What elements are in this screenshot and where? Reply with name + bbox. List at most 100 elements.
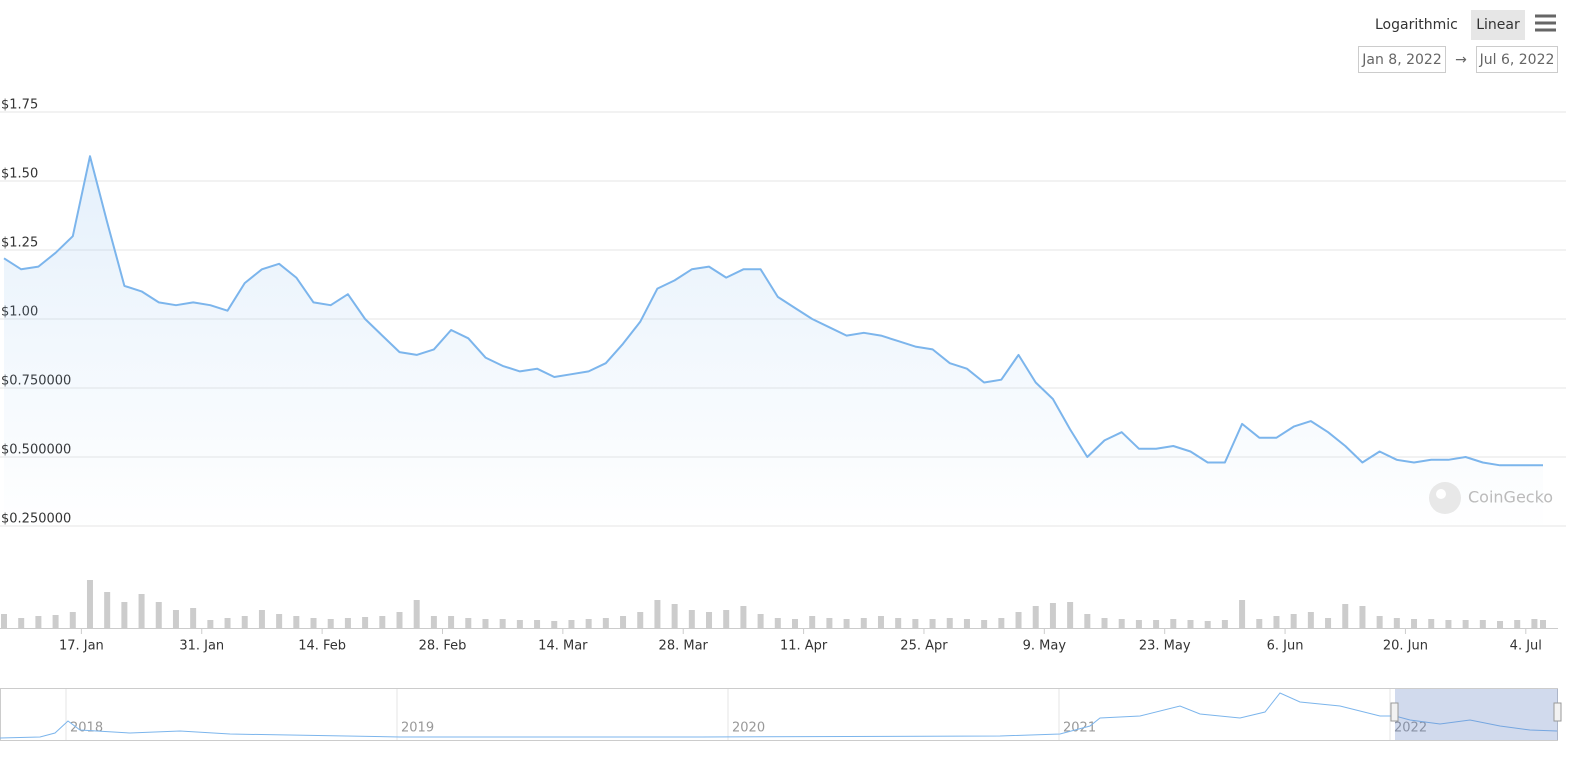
navigator-label: 2021: [1063, 721, 1096, 736]
volume-bar: [1479, 620, 1486, 628]
volume-bar: [362, 617, 369, 628]
volume-bar: [1540, 620, 1546, 628]
volume-bar: [35, 616, 42, 628]
volume-bar: [155, 602, 162, 628]
x-tick-label: 14. Mar: [538, 639, 588, 654]
volume-bar: [912, 619, 919, 628]
volume-bar: [413, 600, 420, 628]
x-tick-label: 20. Jun: [1383, 639, 1428, 654]
watermark-logo: [1429, 482, 1461, 514]
volume-bar: [1514, 620, 1521, 628]
navigator: 2018 2019 2020 2021 2022: [0, 688, 1562, 741]
volume-bar: [1342, 604, 1349, 628]
volume-bar: [585, 619, 592, 628]
linear-button[interactable]: Linear: [1476, 17, 1520, 33]
area: [4, 156, 1543, 530]
range-arrow: →: [1455, 52, 1467, 68]
log-button[interactable]: Logarithmic: [1375, 17, 1458, 33]
navigator-line: [0, 692, 1558, 739]
volume-bar: [602, 618, 609, 628]
navigator-handle[interactable]: [1390, 702, 1399, 722]
volume-bar: [18, 618, 25, 628]
volume-bar: [1153, 620, 1160, 628]
y-tick-label: $1.50: [1, 167, 38, 182]
volume-bar: [1101, 618, 1108, 628]
navigator-label: 2018: [70, 721, 103, 736]
volume-bar: [310, 618, 317, 628]
volume-bar: [1135, 620, 1142, 628]
watermark: CoinGecko: [1468, 488, 1553, 507]
volume-bar: [706, 612, 713, 628]
volume-bar: [482, 619, 489, 628]
volume-bar: [654, 600, 661, 628]
volume-bar: [293, 616, 300, 628]
volume-bar: [1531, 619, 1538, 628]
volume-bar: [104, 592, 111, 628]
volume-bar: [379, 616, 386, 628]
range-to-box[interactable]: [1476, 46, 1558, 73]
navigator-label: 2020: [732, 721, 765, 736]
range-from-box[interactable]: [1358, 46, 1446, 73]
y-tick-label: $1.25: [1, 236, 38, 251]
volume-bar: [86, 580, 93, 628]
volume-bar: [895, 618, 902, 628]
volume-bar: [568, 620, 575, 628]
volume-bar: [1204, 621, 1211, 628]
x-tick-label: 11. Apr: [780, 639, 828, 654]
volume-bar: [963, 619, 970, 628]
volume-bar: [1462, 620, 1469, 628]
volume-bar: [1049, 603, 1056, 628]
x-tick-label: 25. Apr: [900, 639, 948, 654]
volume-bar: [809, 616, 816, 628]
volume-bar: [172, 610, 179, 628]
volume-bar: [671, 604, 678, 628]
x-tick-label: 31. Jan: [179, 639, 224, 654]
volume-bar: [1497, 621, 1504, 628]
volume-bar: [1290, 614, 1297, 628]
volume-bar: [276, 614, 283, 628]
volume-bar: [1445, 620, 1452, 628]
plot: $0.250000$0.500000$0.750000$1.00$1.25$1.…: [0, 98, 1566, 654]
volume-bar: [224, 618, 231, 628]
volume-bar: [1221, 620, 1228, 628]
volume-bar: [344, 618, 351, 628]
range-from[interactable]: Jan 8, 2022: [1361, 52, 1441, 68]
range-to[interactable]: Jul 6, 2022: [1479, 52, 1555, 68]
volume-bar: [1273, 616, 1280, 628]
menu-icon[interactable]: [1535, 14, 1556, 32]
volume-bar: [327, 619, 334, 628]
navigator-selection[interactable]: [1395, 689, 1558, 740]
volume-bar: [1239, 600, 1246, 628]
navigator-handle[interactable]: [1553, 702, 1562, 722]
volume-bar: [981, 620, 988, 628]
x-tick-label: 17. Jan: [59, 639, 104, 654]
volume-bar: [1411, 619, 1418, 628]
volume-bar: [860, 618, 867, 628]
volume-bar: [1084, 614, 1091, 628]
volume-bar: [534, 620, 541, 628]
volume-bar: [1067, 602, 1074, 628]
volume-bar: [723, 610, 730, 628]
x-tick-label: 4. Jul: [1510, 639, 1542, 654]
x-tick-label: 9. May: [1023, 639, 1067, 654]
volume-bar: [1307, 612, 1314, 628]
volume-bar: [1118, 619, 1125, 628]
volume-bar: [190, 608, 197, 628]
x-tick-label: 28. Mar: [659, 639, 709, 654]
volume-bar: [1170, 619, 1177, 628]
volume-bar: [516, 620, 523, 628]
volume-bar: [637, 612, 644, 628]
volume-bar: [1393, 618, 1400, 628]
navigator-frame: [0, 688, 1558, 741]
volume-bar: [998, 618, 1005, 628]
volume-bar: [929, 619, 936, 628]
linear-button-bg[interactable]: [1471, 10, 1525, 40]
volume-bar: [448, 616, 455, 628]
volume-bar: [757, 614, 764, 628]
volume-bar: [1, 614, 7, 628]
volume-bar: [740, 606, 747, 628]
x-tick-label: 23. May: [1139, 639, 1191, 654]
volume-bar: [258, 610, 265, 628]
volume-bar: [241, 616, 248, 628]
